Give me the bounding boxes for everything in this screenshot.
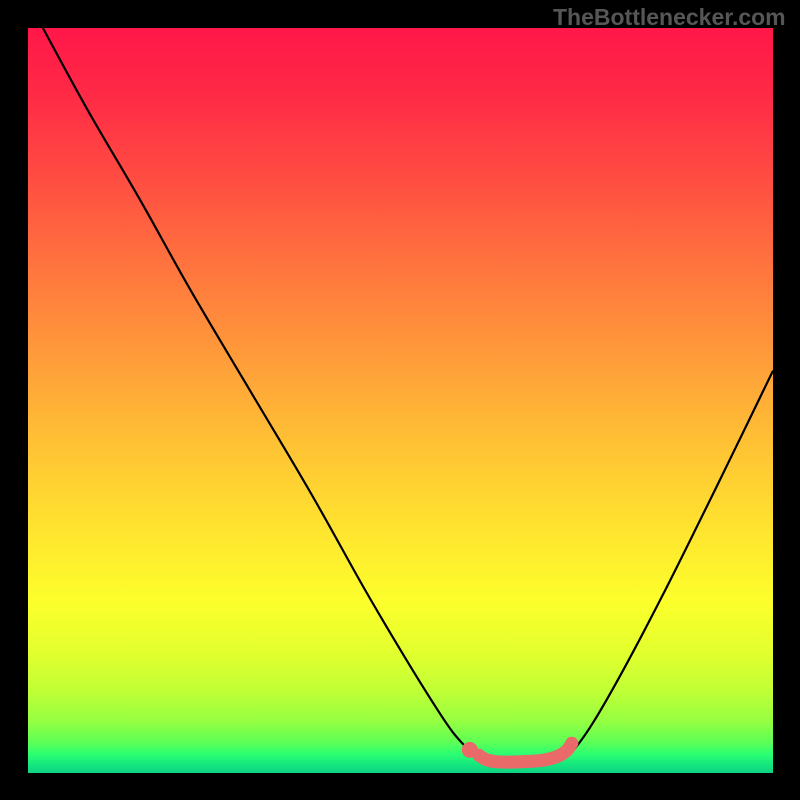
- bottleneck-chart: [0, 0, 800, 800]
- plot-background: [28, 28, 773, 773]
- optimal-point-dot: [462, 742, 478, 758]
- chart-container: TheBottlenecker.com: [0, 0, 800, 800]
- watermark-text: TheBottlenecker.com: [553, 4, 786, 31]
